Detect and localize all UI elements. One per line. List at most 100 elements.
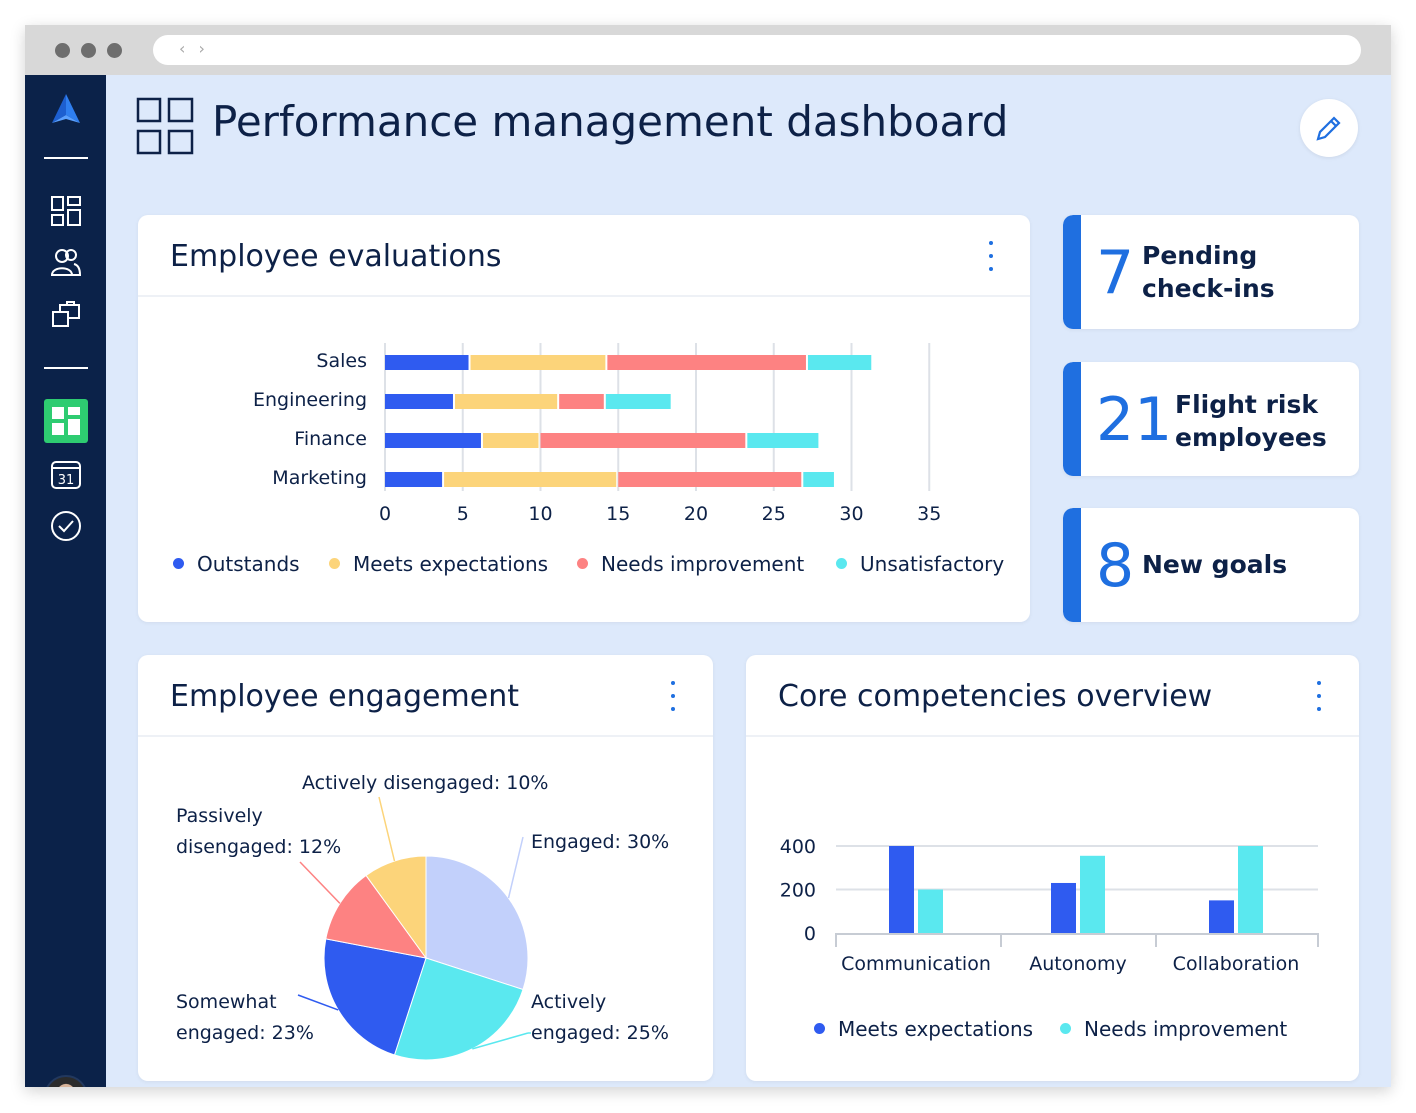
legend-dot: [173, 558, 184, 569]
x-tick-label: 10: [528, 503, 552, 525]
window-maximize-dot[interactable]: [107, 43, 122, 58]
edit-button[interactable]: [1300, 99, 1358, 157]
check-circle-icon[interactable]: [47, 507, 85, 545]
core-competencies-card: Core competencies overview 0 200 400 Commun…: [746, 655, 1359, 1081]
bar-segment: [559, 394, 604, 409]
card-divider: [138, 735, 713, 737]
engagement-pie-chart: Engaged: 30% Actively engaged: 25% Somewhat…: [176, 772, 669, 1061]
pie-leader-line: [507, 836, 524, 899]
engagement-menu-icon[interactable]: [667, 681, 679, 715]
bar-segment: [803, 472, 834, 487]
logo-icon[interactable]: [47, 91, 85, 129]
sidebar-divider: [44, 367, 88, 369]
pie-leader-line: [299, 861, 341, 904]
window-minimize-dot[interactable]: [81, 43, 96, 58]
people-icon[interactable]: [47, 244, 85, 282]
pending-checkins-card[interactable]: 7 Pending check-ins: [1063, 215, 1359, 329]
legend-needs: Needs improvement: [577, 552, 804, 576]
pie-label: Actively disengaged: 10%: [302, 772, 549, 794]
pie-leader-line: [378, 796, 396, 862]
stat-value: 21: [1096, 385, 1173, 455]
sidebar: 31: [25, 75, 106, 1087]
competencies-chart: 0 200 400 Communication Autonomy Collaboratio…: [780, 836, 1319, 975]
y-tick-label: 200: [780, 880, 816, 902]
pie-label-line: engaged: 23%: [176, 1022, 314, 1044]
pie-label-line: engaged: 25%: [531, 1022, 669, 1044]
x-tick-label: 20: [684, 503, 708, 525]
legend-unsatisfactory: Unsatisfactory: [836, 552, 1004, 576]
legend-needs-improvement: Needs improvement: [1060, 1017, 1287, 1041]
bar-segment: [482, 433, 539, 448]
nav-arrows-icon[interactable]: ‹ ›: [179, 39, 209, 58]
pie-label-line: Somewhat: [176, 991, 277, 1013]
bar-segment: [385, 472, 443, 487]
bar: [1051, 882, 1076, 933]
x-tick-label: 15: [606, 503, 630, 525]
calendar-icon[interactable]: 31: [47, 455, 85, 493]
pie-label-line: disengaged: 12%: [176, 836, 341, 858]
page-title: Performance management dashboard: [212, 97, 1009, 146]
pie-slice: [425, 855, 529, 991]
pie-label-line: Actively: [531, 991, 606, 1013]
pie-leader-line: [472, 1032, 529, 1050]
legend-label: Meets expectations: [353, 552, 549, 576]
category-label: Communication: [841, 953, 991, 975]
category-label: Finance: [294, 428, 367, 450]
employee-engagement-card: Employee engagement Engaged: 30% Actively…: [138, 655, 713, 1081]
legend-dot: [814, 1023, 825, 1034]
bar-segment: [605, 394, 671, 409]
main-content: Performance management dashboard Employe…: [106, 75, 1391, 1087]
bar-segment: [618, 472, 802, 487]
flight-risk-card[interactable]: 21 Flight risk employees: [1063, 362, 1359, 476]
pie-label: Actively engaged: 25%: [531, 991, 669, 1044]
bar-segment: [444, 472, 617, 487]
legend-label: Unsatisfactory: [860, 552, 1005, 576]
legend-meets-expectations: Meets expectations: [814, 1017, 1033, 1041]
legend-dot: [1060, 1023, 1071, 1034]
bar-segment: [607, 355, 806, 370]
evaluations-menu-icon[interactable]: [985, 241, 997, 275]
engagement-title: Employee engagement: [170, 679, 519, 714]
stat-label-line2: check-ins: [1142, 274, 1275, 303]
bar-segment: [470, 355, 606, 370]
y-tick-label: 0: [804, 923, 816, 945]
stat-label-line1: New goals: [1142, 550, 1288, 579]
bar-segment: [454, 394, 558, 409]
stat-label-line2: employees: [1175, 423, 1327, 452]
bar-segment: [385, 394, 453, 409]
legend-outstands: Outstands: [173, 552, 300, 576]
pie-slice: [393, 957, 524, 1061]
x-tick-label: 5: [457, 503, 469, 525]
stat-value: 7: [1096, 238, 1135, 308]
address-bar[interactable]: ‹ ›: [153, 35, 1361, 65]
pie-slice: [325, 874, 428, 959]
stat-label-line1: Pending: [1142, 241, 1258, 270]
category-label: Engineering: [253, 389, 367, 411]
new-goals-card[interactable]: 8 New goals: [1063, 508, 1359, 622]
stat-value: 8: [1096, 531, 1135, 601]
competencies-menu-icon[interactable]: [1313, 681, 1325, 715]
bar: [889, 846, 914, 933]
window-close-dot[interactable]: [55, 43, 70, 58]
legend-meets: Meets expectations: [329, 552, 548, 576]
pie-label: Passively disengaged: 12%: [176, 805, 341, 858]
employee-evaluations-card: Employee evaluations 0 5 10 15 20 25 30 35 Sales…: [138, 215, 1030, 622]
legend-label: Outstands: [197, 552, 300, 576]
x-tick-label: 0: [379, 503, 391, 525]
folders-icon[interactable]: [47, 296, 85, 334]
bar: [1209, 900, 1234, 933]
avatar[interactable]: [44, 1075, 88, 1087]
active-dashboard-icon[interactable]: [44, 399, 88, 443]
sidebar-divider: [44, 157, 88, 159]
stat-accent-bar: [1063, 508, 1081, 622]
competencies-title: Core competencies overview: [778, 679, 1213, 714]
legend-label: Needs improvement: [1084, 1017, 1288, 1041]
evaluations-chart: 0 5 10 15 20 25 30 35 Sales Engineering Finance Mar…: [253, 343, 941, 525]
bar: [918, 889, 943, 933]
bar-segment: [385, 433, 481, 448]
bar-segment: [747, 433, 819, 448]
pie-label: Engaged: 30%: [531, 831, 669, 853]
browser-window: ‹ ›: [25, 25, 1391, 1087]
legend-label: Meets expectations: [838, 1017, 1034, 1041]
dashboard-grid-icon[interactable]: [47, 192, 85, 230]
